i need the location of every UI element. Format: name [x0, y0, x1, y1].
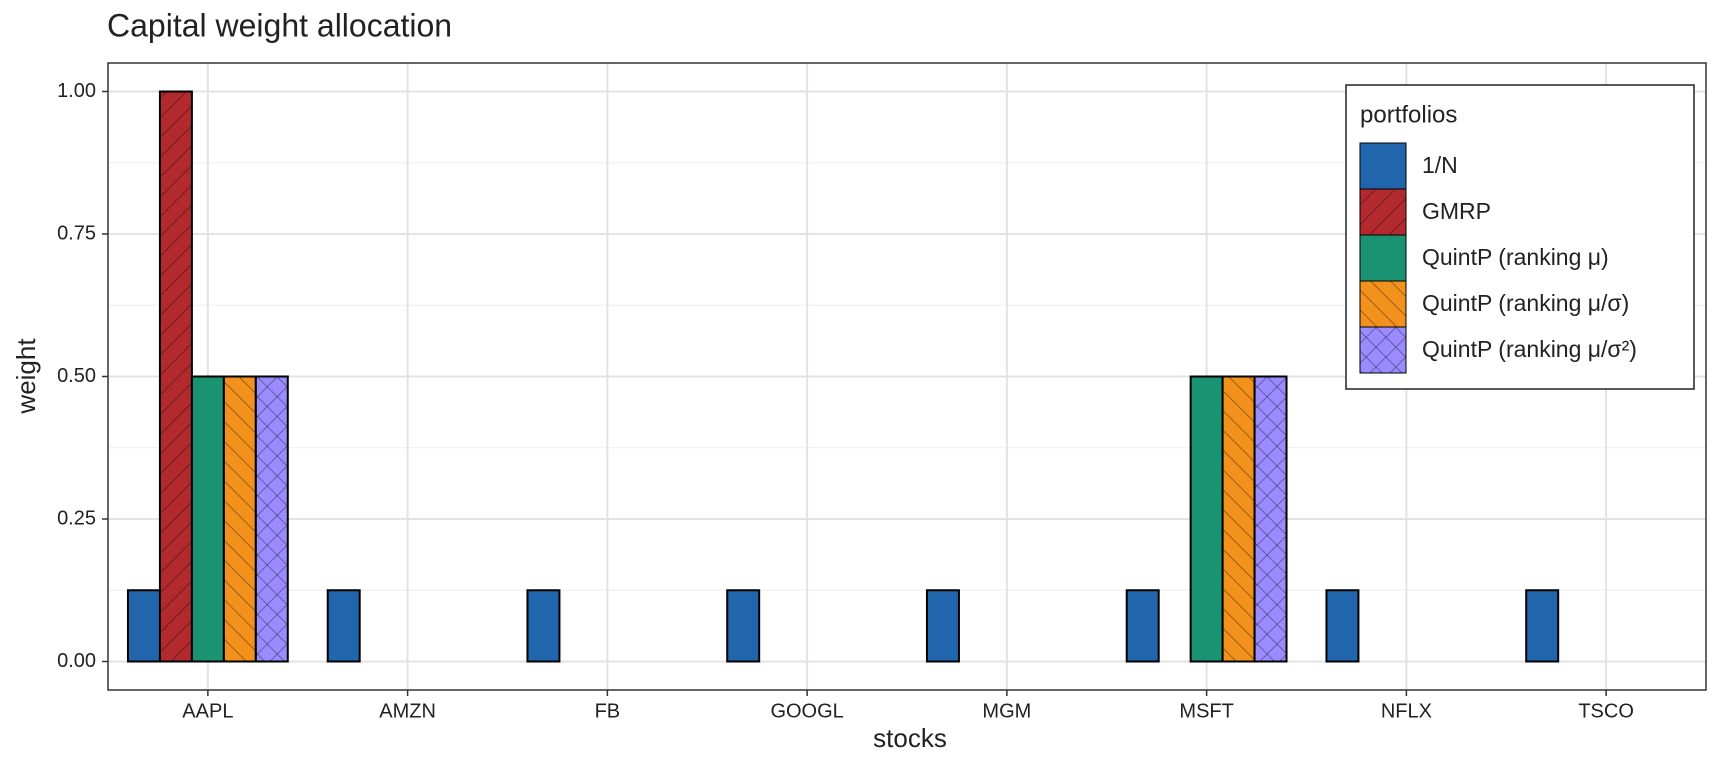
- y-axis-label: weight: [11, 338, 41, 415]
- bar: [726, 589, 761, 663]
- bar-group: [1325, 589, 1360, 663]
- bar-group: [1125, 589, 1160, 663]
- legend-title: portfolios: [1360, 101, 1457, 128]
- bar: [925, 589, 960, 663]
- bar: [326, 589, 361, 663]
- x-tick-label: MGM: [982, 700, 1031, 722]
- legend-label: QuintP (ranking μ/σ): [1422, 290, 1629, 316]
- legend-swatch-pattern: [1360, 189, 1406, 235]
- bar-group: [126, 589, 161, 663]
- legend-swatch-pattern: [1360, 327, 1406, 373]
- bar-group: [254, 375, 289, 663]
- y-tick-label: 0.00: [57, 650, 96, 672]
- bar: [190, 375, 225, 663]
- bar-pattern: [223, 376, 256, 662]
- legend-swatch: [1359, 234, 1407, 282]
- bar-group: [526, 589, 561, 663]
- y-tick-label: 0.50: [57, 365, 96, 387]
- x-tick-label: TSCO: [1578, 700, 1634, 722]
- x-axis-label: stocks: [873, 723, 947, 753]
- bar: [1325, 589, 1360, 663]
- bar-group: [190, 375, 225, 663]
- x-tick-label: FB: [595, 700, 621, 722]
- x-tick-label: MSFT: [1179, 700, 1233, 722]
- bar-group: [925, 589, 960, 663]
- bar: [526, 589, 561, 663]
- legend-label: 1/N: [1422, 152, 1458, 178]
- legend-swatch: [1359, 142, 1407, 190]
- bar: [1125, 589, 1160, 663]
- bar-group: [158, 90, 193, 663]
- y-tick-label: 0.25: [57, 507, 96, 529]
- x-tick-label: GOOGL: [770, 700, 843, 722]
- y-tick-label: 0.75: [57, 222, 96, 244]
- bar-pattern: [159, 91, 192, 662]
- x-tick-label: AMZN: [379, 700, 436, 722]
- bar-group: [1253, 375, 1288, 663]
- legend-label: QuintP (ranking μ): [1422, 244, 1609, 270]
- y-tick-label: 1.00: [57, 80, 96, 102]
- bar: [126, 589, 161, 663]
- bar-group: [222, 375, 257, 663]
- bar-group: [1525, 589, 1560, 663]
- x-tick-label: NFLX: [1381, 700, 1432, 722]
- legend-swatch-pattern: [1360, 281, 1406, 327]
- bar: [1189, 375, 1224, 663]
- bar-group: [1189, 375, 1224, 663]
- bar-pattern: [1222, 376, 1255, 662]
- bar: [1525, 589, 1560, 663]
- bar-group: [326, 589, 361, 663]
- chart-title: Capital weight allocation: [107, 7, 452, 43]
- legend-label: GMRP: [1422, 198, 1491, 224]
- plot-border: [107, 62, 1707, 691]
- bar-pattern: [255, 376, 288, 662]
- legend-label: QuintP (ranking μ/σ²): [1422, 336, 1637, 362]
- bar-group: [726, 589, 761, 663]
- bar-pattern: [1254, 376, 1287, 662]
- bar-group: [1221, 375, 1256, 663]
- x-tick-label: AAPL: [182, 700, 233, 722]
